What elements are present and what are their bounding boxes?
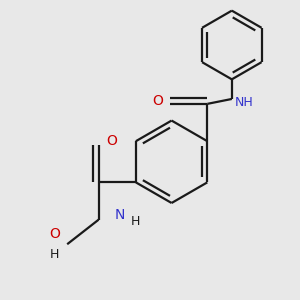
Text: H: H: [131, 215, 141, 228]
Text: N: N: [115, 208, 125, 222]
Text: O: O: [49, 227, 60, 242]
Text: O: O: [152, 94, 163, 108]
Text: H: H: [50, 248, 59, 260]
Text: O: O: [106, 134, 117, 148]
Text: NH: NH: [235, 96, 254, 110]
